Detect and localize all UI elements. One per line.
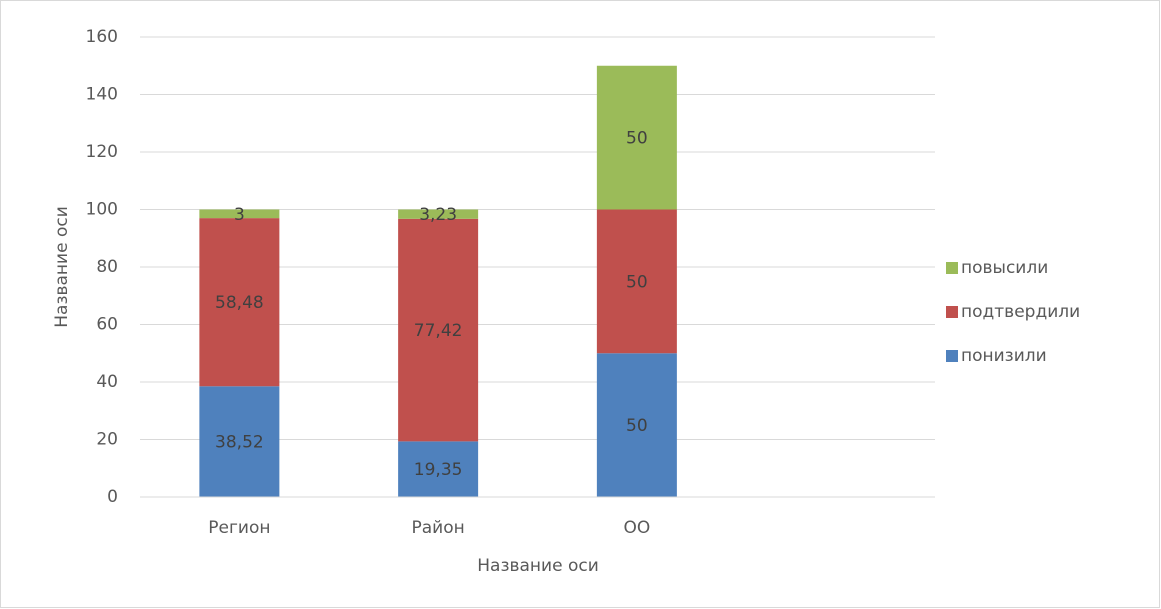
bar bbox=[398, 209, 479, 219]
y-tick-label: 40 bbox=[96, 372, 118, 392]
data-label: 38,52 bbox=[215, 433, 264, 453]
y-axis-title: Название оси bbox=[52, 206, 72, 328]
data-label: 58,48 bbox=[215, 293, 264, 313]
bar bbox=[398, 218, 479, 442]
data-label: 77,42 bbox=[414, 321, 463, 341]
data-label: 50 bbox=[626, 129, 648, 149]
y-tick-label: 160 bbox=[86, 27, 118, 47]
data-label: 19,35 bbox=[414, 460, 463, 480]
data-label: 3,23 bbox=[419, 205, 457, 225]
bar bbox=[596, 65, 677, 210]
y-tick-label: 80 bbox=[96, 257, 118, 277]
legend-label: повысили bbox=[961, 258, 1048, 278]
bar bbox=[596, 353, 677, 497]
legend-swatch bbox=[946, 306, 958, 318]
x-tick-label: Регион bbox=[208, 518, 270, 538]
data-label: 3 bbox=[234, 205, 245, 225]
y-tick-label: 0 bbox=[107, 487, 118, 507]
x-tick-label: ОО bbox=[623, 518, 650, 538]
bar bbox=[398, 441, 479, 497]
legend-swatch bbox=[946, 350, 958, 362]
legend-label: подтвердили bbox=[961, 302, 1080, 322]
y-tick-label: 120 bbox=[86, 142, 118, 162]
bar bbox=[596, 209, 677, 354]
data-label: 50 bbox=[626, 272, 648, 292]
y-tick-label: 140 bbox=[86, 85, 118, 105]
x-tick-label: Район bbox=[412, 518, 465, 538]
y-tick-label: 60 bbox=[96, 315, 118, 335]
data-label: 50 bbox=[626, 416, 648, 436]
x-axis-title: Название оси bbox=[477, 556, 599, 576]
y-tick-label: 20 bbox=[96, 430, 118, 450]
bar bbox=[199, 386, 280, 497]
bar bbox=[199, 209, 280, 219]
legend-label: понизили bbox=[961, 346, 1047, 366]
y-tick-label: 100 bbox=[86, 200, 118, 220]
legend-swatch bbox=[946, 262, 958, 274]
bar bbox=[199, 218, 280, 387]
